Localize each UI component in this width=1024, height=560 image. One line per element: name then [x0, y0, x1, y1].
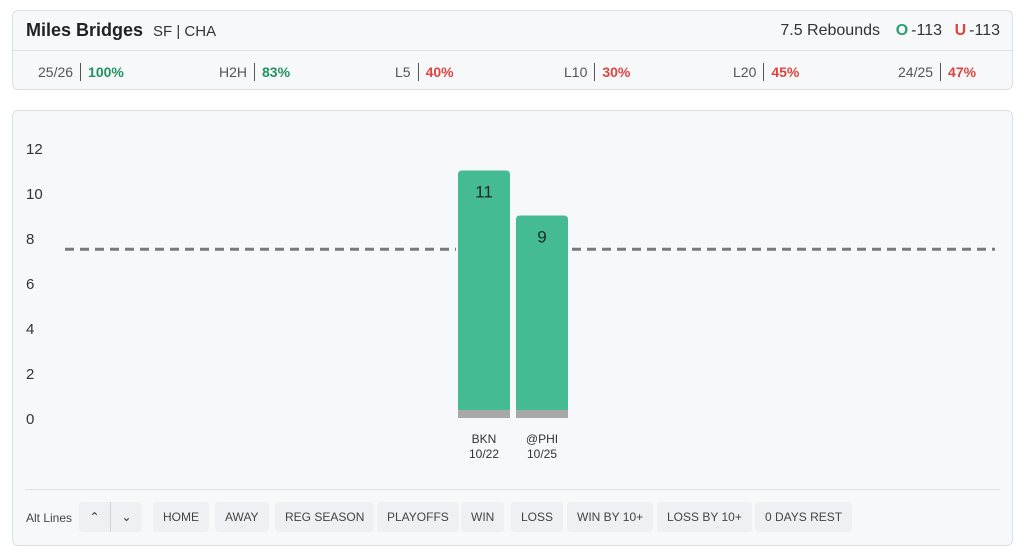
x-date-label: 10/22 — [469, 447, 499, 461]
stat-value: 47% — [948, 64, 977, 80]
stat-h2h[interactable]: H2H 83% — [219, 63, 290, 81]
game-log-chart-card: 0 2 4 6 8 10 12 11 BKN 10/22 9 @PHI 10/25 Alt Lines … — [12, 110, 1013, 546]
filter-win-button[interactable]: WIN — [461, 502, 505, 532]
y-tick-label: 0 — [26, 411, 34, 428]
stat-label: 24/25 — [898, 64, 934, 80]
hit-rate-row: 25/26 100% H2H 83% L5 40% L10 30% L20 45% 24/… — [13, 51, 1012, 91]
bar[interactable] — [458, 170, 510, 419]
alt-line-down-button[interactable]: ⌄ — [111, 502, 142, 532]
stat-label: L10 — [564, 64, 588, 80]
y-tick-label: 10 — [26, 186, 43, 203]
stat-value: 30% — [602, 64, 631, 80]
alt-lines-stepper: ⌃ ⌄ — [79, 502, 142, 532]
bar-value-label: 9 — [537, 228, 546, 247]
alt-lines-label: Alt Lines — [26, 511, 73, 525]
stat-l10[interactable]: L10 30% — [564, 63, 630, 81]
toolbar-divider — [25, 489, 1000, 490]
stat-label: 25/26 — [38, 64, 74, 80]
player-name: Miles Bridges — [26, 20, 144, 40]
alt-line-up-button[interactable]: ⌃ — [79, 502, 110, 532]
filter-0-days-rest-button[interactable]: 0 DAYS REST — [755, 502, 853, 532]
stat-value: 40% — [425, 64, 454, 80]
filter-reg-season-button[interactable]: REG SEASON — [275, 502, 375, 532]
chevron-down-icon: ⌄ — [121, 510, 132, 524]
x-opponent-label: @PHI — [526, 432, 558, 446]
chevron-up-icon: ⌃ — [89, 510, 100, 524]
stat-value: 45% — [771, 64, 800, 80]
bar[interactable] — [516, 215, 568, 419]
under-letter: U — [954, 22, 967, 39]
stat-label: H2H — [219, 64, 248, 80]
stat-label: L5 — [395, 64, 411, 80]
over-odds[interactable]: O -113 — [896, 22, 942, 40]
y-tick-label: 6 — [26, 276, 34, 293]
x-date-label: 10/25 — [527, 447, 557, 461]
filter-away-button[interactable]: AWAY — [215, 502, 269, 532]
under-odds-value: -113 — [969, 22, 1000, 39]
player-position-team: SF | CHA — [153, 23, 217, 40]
filter-win-by-10-button[interactable]: WIN BY 10+ — [567, 502, 654, 532]
stat-l5[interactable]: L5 40% — [395, 63, 454, 81]
filter-home-button[interactable]: HOME — [153, 502, 209, 532]
y-tick-label: 4 — [26, 321, 34, 338]
bar-base — [516, 410, 568, 418]
x-opponent-label: BKN — [472, 432, 497, 446]
under-odds[interactable]: U -113 — [955, 22, 1000, 40]
prop-header-card: Miles Bridges SF | CHA 7.5 Rebounds O -11… — [12, 10, 1013, 90]
bar-value-label: 11 — [475, 183, 493, 202]
filter-toolbar: Alt Lines ⌃ ⌄ HOME AWAY REG SEASON PLAYO… — [13, 489, 1012, 547]
y-tick-label: 12 — [26, 141, 43, 158]
filter-loss-by-10-button[interactable]: LOSS BY 10+ — [657, 502, 752, 532]
y-tick-label: 8 — [26, 231, 34, 248]
stat-last-season[interactable]: 24/25 47% — [898, 63, 976, 81]
stat-label: L20 — [733, 64, 757, 80]
prop-line-label: 7.5 Rebounds — [780, 22, 880, 39]
filter-playoffs-button[interactable]: PLAYOFFS — [377, 502, 459, 532]
over-letter: O — [895, 22, 909, 39]
filter-loss-button[interactable]: LOSS — [511, 502, 564, 532]
stat-l20[interactable]: L20 45% — [733, 63, 799, 81]
prop-title-row: Miles Bridges SF | CHA 7.5 Rebounds O -11… — [13, 11, 1012, 51]
over-odds-value: -113 — [911, 22, 942, 39]
stat-season[interactable]: 25/26 100% — [38, 63, 124, 81]
bar-base — [458, 410, 510, 418]
stat-value: 83% — [262, 64, 291, 80]
stat-value: 100% — [88, 64, 124, 80]
y-tick-label: 2 — [26, 366, 34, 383]
